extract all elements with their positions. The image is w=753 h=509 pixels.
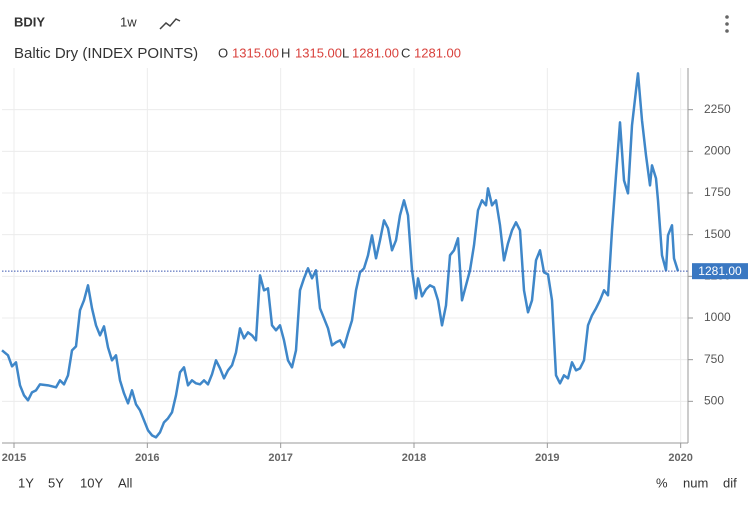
x-tick-label: 2016 (135, 452, 159, 464)
quote: O 1315.00 H 1315.00 L 1281.00 C 1281.00 (218, 45, 461, 60)
range-button[interactable]: 1Y (18, 475, 34, 490)
last-price-box (692, 263, 748, 280)
x-tick-label: 2015 (2, 452, 26, 464)
x-tick-label: 2019 (535, 452, 559, 464)
mode-button[interactable]: % (656, 475, 668, 490)
quote-value: 1315.00 (295, 45, 342, 60)
y-tick-label: 1750 (704, 185, 731, 199)
y-tick-label: 2000 (704, 144, 731, 158)
quote-key: H (281, 45, 290, 60)
y-tick-label: 750 (704, 352, 724, 366)
y-tick-label: 500 (704, 394, 724, 408)
last-price-label: 1281.00 (698, 264, 742, 278)
y-tick-label: 1500 (704, 227, 731, 241)
interval[interactable]: 1w (120, 14, 137, 29)
quote-key: C (401, 45, 410, 60)
plot: 5007501000125015001750200022502015201620… (1, 68, 748, 464)
chart-style-icon[interactable] (159, 18, 181, 30)
price-line (1, 72, 680, 439)
mode-button[interactable]: num (683, 475, 708, 490)
instrument-name: Baltic Dry (INDEX POINTS) (14, 45, 198, 62)
menu-icon[interactable] (725, 15, 729, 33)
mode-button[interactable]: dif (723, 475, 737, 490)
quote-key: O (218, 45, 228, 60)
quote-value: 1315.00 (232, 45, 279, 60)
quote-value: 1281.00 (414, 45, 461, 60)
y-tick-label: 1000 (704, 310, 731, 324)
range-button[interactable]: 10Y (80, 475, 103, 490)
y-tick-label: 2250 (704, 102, 731, 116)
quote-key: L (342, 45, 349, 60)
x-tick-label: 2018 (402, 452, 426, 464)
x-tick-label: 2020 (668, 452, 692, 464)
quote-value: 1281.00 (352, 45, 399, 60)
symbol: BDIY (14, 14, 45, 29)
range-button[interactable]: All (118, 475, 133, 490)
x-tick-label: 2017 (268, 452, 292, 464)
range-button[interactable]: 5Y (48, 475, 64, 490)
footer: 1Y 5Y 10Y All% num dif (18, 475, 737, 490)
